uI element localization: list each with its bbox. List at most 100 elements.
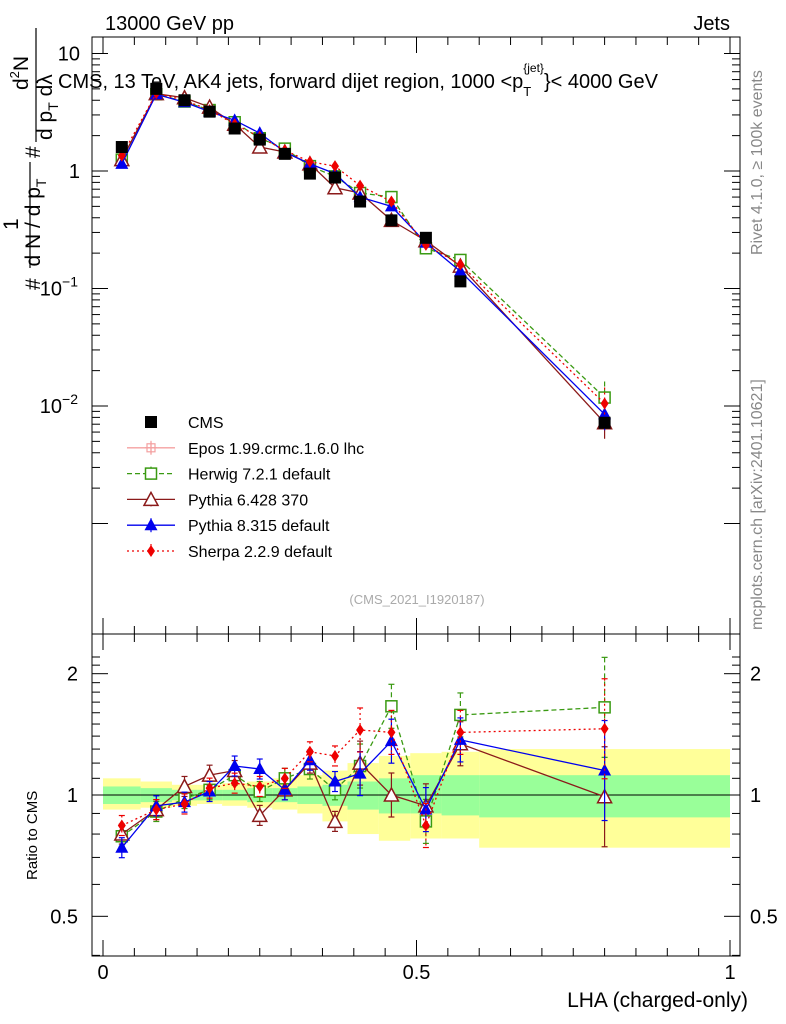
ratio-point — [600, 722, 609, 735]
cms-data-point — [354, 195, 367, 208]
ratio-y-tick-label-right: 0.5 — [750, 906, 778, 928]
series-herwig-main — [115, 87, 611, 414]
data-point — [115, 156, 129, 169]
cms-data-point — [228, 122, 241, 135]
ratio-point — [180, 797, 189, 810]
band-inner-bin — [347, 781, 379, 810]
x-tick-label: 0.5 — [403, 962, 431, 984]
legend-item-herwig: Herwig 7.2.1 default — [127, 466, 331, 484]
cms-data-point — [203, 105, 216, 118]
svg-text:# d N / d pT: # d N / d pT — [22, 178, 49, 290]
ratio-point — [353, 766, 367, 779]
legend-item-pythia8: Pythia 8.315 default — [127, 518, 330, 535]
series-cms — [115, 82, 611, 429]
ratio-point — [421, 819, 430, 832]
data-point — [251, 138, 269, 154]
data-point — [387, 195, 396, 208]
ratio-y-tick-label-right: 1 — [750, 785, 761, 807]
ratio-point — [115, 840, 129, 853]
legend-item-pythia6: Pythia 6.428 370 — [127, 490, 308, 509]
legend-label: Epos 1.99.crmc.1.6.0 lhc — [188, 441, 364, 458]
main-y-tick-label: 10−2 — [40, 391, 78, 418]
x-tick-label: 1 — [724, 962, 735, 984]
data-point — [330, 160, 339, 173]
ratio-point — [330, 749, 339, 762]
ratio-point — [205, 782, 214, 795]
legend-label: Sherpa 2.2.9 default — [188, 544, 333, 561]
legend-label: Pythia 6.428 370 — [188, 492, 308, 509]
header-left: 13000 GeV pp — [105, 13, 234, 35]
side-rivet-text: Rivet 4.1.0, ≥ 100k events — [749, 70, 766, 255]
ratio-point — [253, 762, 267, 775]
header-right: Jets — [693, 13, 730, 35]
ratio-point — [255, 780, 264, 793]
cms-data-point — [419, 231, 432, 244]
data-point — [600, 397, 609, 410]
legend-marker — [145, 416, 157, 428]
ratio-point — [152, 803, 161, 816]
ratio-point — [303, 753, 317, 766]
ratio-line — [121, 704, 605, 837]
x-axis-label: LHA (charged-only) — [567, 989, 748, 1012]
series-pythia6-main — [113, 85, 613, 439]
legend-marker — [144, 518, 158, 531]
legend-item-sherpa: Sherpa 2.2.9 default — [127, 544, 333, 561]
ratio-y-tick-label-left: 1 — [67, 785, 78, 807]
main-y-tick-label: 1 — [69, 161, 80, 183]
legend-item-cms: CMS — [145, 415, 224, 432]
ratio-y-tick-label-right: 2 — [750, 664, 761, 686]
plot-title: CMS, 13 TeV, AK4 jets, forward dijet reg… — [58, 61, 659, 99]
svg-text:d2N: d2N — [7, 56, 33, 90]
cms-data-point — [328, 171, 341, 184]
ratio-line — [121, 728, 605, 828]
ratio-point — [356, 723, 365, 736]
ratio-point — [305, 745, 314, 758]
ratio-point — [384, 734, 398, 747]
legend-marker — [144, 467, 158, 480]
legend-marker — [147, 545, 155, 557]
ratio-y-tick-label-left: 0.5 — [50, 906, 78, 928]
cms-data-point — [278, 147, 291, 160]
cms-data-point — [303, 167, 316, 180]
data-point — [326, 179, 344, 195]
ratio-point — [387, 726, 396, 739]
series-sherpa-ratio — [117, 678, 609, 849]
legend-marker — [142, 490, 160, 507]
cms-data-point — [454, 275, 467, 288]
cms-data-point — [178, 94, 191, 107]
series-line — [121, 92, 606, 404]
cms-data-point — [598, 416, 611, 429]
ratio-y-axis-label: Ratio to CMS — [24, 791, 41, 880]
ratio-point — [280, 772, 289, 785]
series-line — [121, 93, 606, 415]
cms-data-point — [253, 133, 266, 146]
data-point — [356, 179, 365, 192]
cms-data-point — [115, 141, 128, 154]
ratio-point — [228, 759, 242, 772]
data-point — [456, 258, 465, 271]
series-line — [121, 92, 606, 424]
ratio-point — [117, 819, 126, 832]
ratio-point — [598, 701, 611, 714]
series-pythia8-main — [115, 87, 612, 431]
series-layer — [113, 82, 613, 859]
svg-text:#: # — [22, 146, 45, 158]
legend-item-epos: Epos 1.99.crmc.1.6.0 lhc — [127, 440, 364, 458]
ratio-line — [121, 742, 605, 835]
ratio-point — [251, 806, 269, 823]
ratio-point — [326, 812, 344, 829]
svg-text:d pT dλ: d pT dλ — [34, 74, 61, 140]
main-y-axis-label: # d N / d pT 1 # d pT dλ d2N — [0, 28, 61, 290]
series-line — [121, 93, 606, 399]
x-tick-label: 0 — [97, 962, 108, 984]
svg-text:1: 1 — [0, 218, 23, 230]
ratio-point — [230, 777, 239, 790]
legend-label: Pythia 8.315 default — [188, 518, 330, 535]
analysis-id-watermark: (CMS_2021_I1920187) — [349, 592, 484, 607]
ratio-point — [456, 726, 465, 739]
data-point — [305, 155, 314, 168]
main-y-tick-label: 10 — [58, 44, 80, 66]
legend-label: CMS — [188, 415, 224, 432]
